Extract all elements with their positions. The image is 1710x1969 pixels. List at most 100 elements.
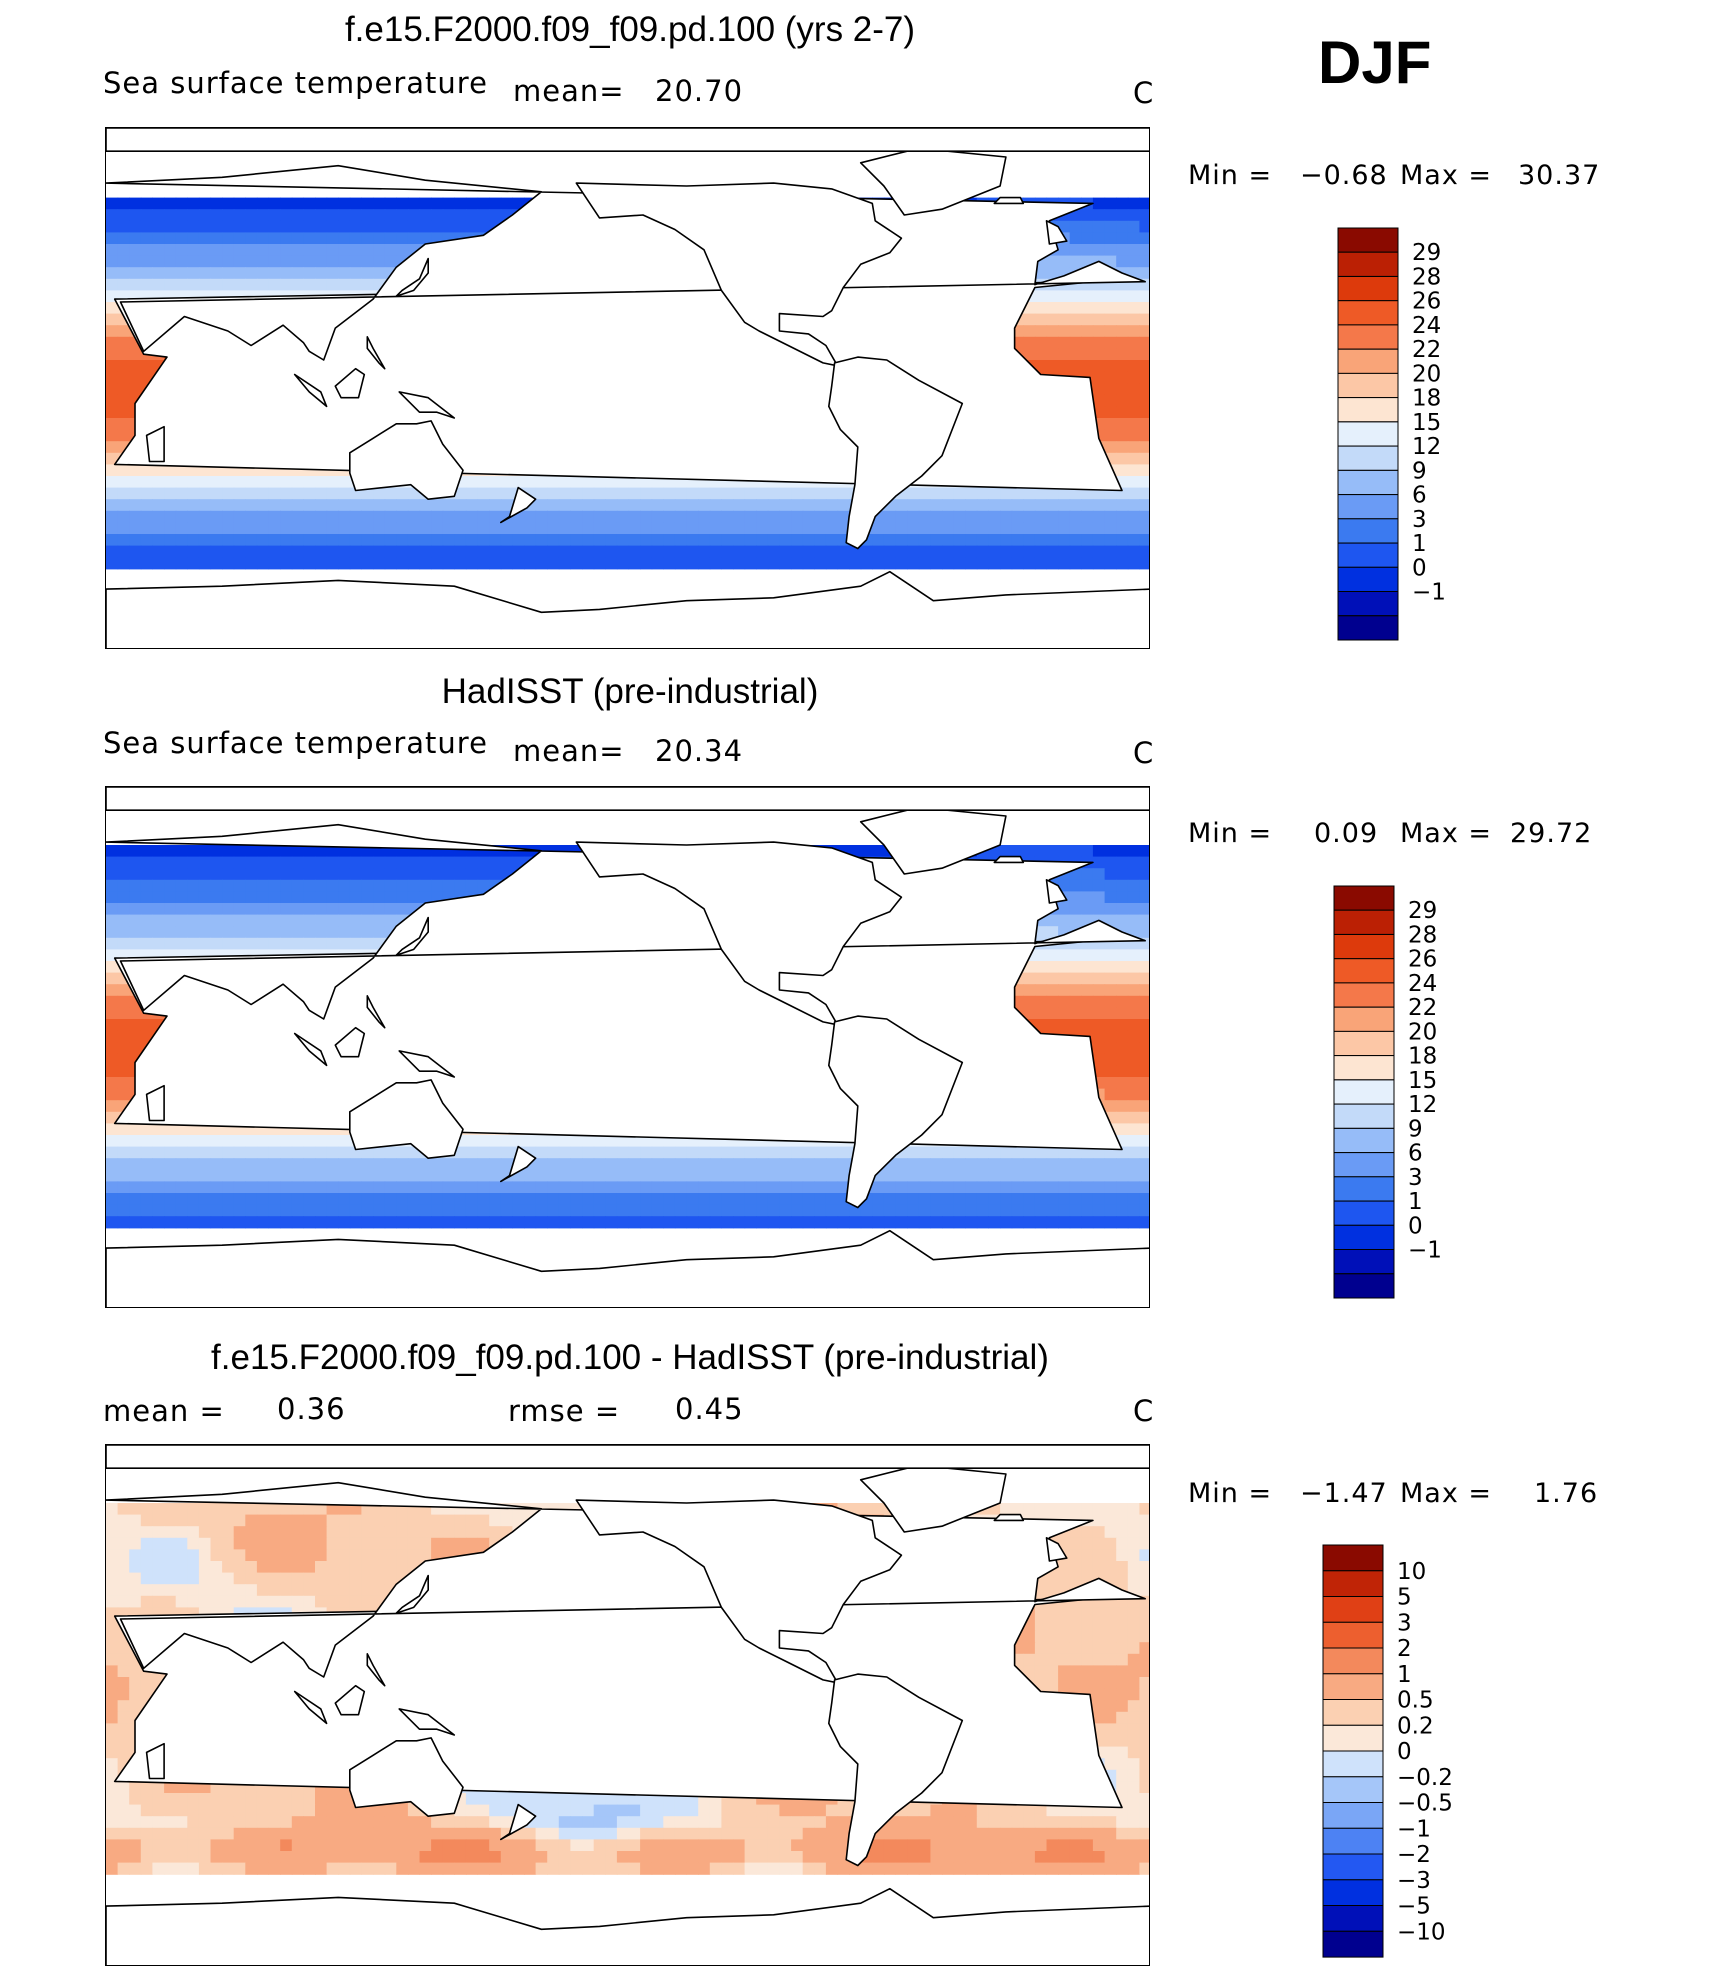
sst-cell [907,510,920,523]
sst-cell [895,545,908,558]
sst-cell [489,522,502,535]
sst-cell [152,278,165,291]
sst-cell [1116,510,1129,523]
sst-cell [465,557,479,570]
sst-cell [593,522,606,535]
sst-cell [558,510,571,523]
sst-cell [767,499,780,512]
sst-cell [396,499,409,512]
sst-cell [106,232,119,245]
sst-cell [918,510,931,523]
sst-cell [1127,522,1140,535]
sst-cell [814,522,827,535]
sst-cell [686,510,699,523]
landmass-madagascar [145,425,165,463]
sst-cell [303,557,316,570]
sst-cell [152,557,165,570]
sst-cell [152,845,165,858]
sst-cell [1023,499,1036,512]
sst-cell [384,232,397,245]
sst-cell [558,499,571,512]
sst-cell [500,197,513,210]
sst-cell [106,476,119,489]
sst-cell [1116,220,1129,233]
sst-cell [465,534,479,547]
sst-cell [303,937,316,950]
sst-cell [1104,1100,1117,1113]
sst-cell [129,267,142,280]
sst-cell [361,891,374,904]
sst-cell [1139,371,1149,384]
sst-cell [129,534,142,547]
sst-cell [291,209,304,222]
sst-cell [570,534,583,547]
sst-cell [1081,984,1094,997]
sst-cell [152,197,165,210]
sst-cell [791,534,804,547]
sst-cell [326,868,339,881]
sst-cell [524,545,537,558]
sst-cell [117,232,130,245]
sst-cell [1046,313,1059,326]
sst-cell [407,209,421,222]
sst-cell [1139,557,1149,570]
sst-cell [245,499,258,512]
sst-cell [489,868,502,881]
sst-cell [233,557,246,570]
sst-cell [779,534,792,547]
sst-cell [140,244,153,257]
sst-cell [1116,429,1129,442]
sst-cell [361,545,374,558]
sst-cell [245,845,258,858]
panel1-max-value: 30.37 [1518,160,1601,191]
sst-cell [640,487,653,500]
sst-cell [721,499,734,512]
sst-cell [918,522,931,535]
sst-cell [117,534,130,547]
sst-cell [396,209,409,222]
sst-cell [338,232,351,245]
sst-cell [1127,336,1140,349]
sst-cell [407,220,421,233]
sst-cell [198,868,212,881]
sst-cell [1069,903,1082,916]
sst-cell [454,868,467,881]
sst-cell [129,1030,142,1043]
sst-cell [106,360,119,373]
sst-cell [698,534,711,547]
sst-cell [791,557,804,570]
sst-cell [1046,984,1059,997]
sst-cell [547,545,560,558]
sst-cell [338,903,351,916]
sst-cell [256,522,270,535]
sst-cell [1104,209,1117,222]
sst-cell [733,534,746,547]
sst-cell [825,510,839,523]
sst-cell [1081,903,1094,916]
sst-cell [1104,429,1117,442]
sst-cell [152,487,165,500]
sst-cell [582,557,595,570]
sst-cell [106,984,119,997]
sst-cell [814,534,827,547]
sst-cell [187,856,200,869]
sst-cell [187,476,200,489]
sst-cell [651,534,664,547]
sst-cell [326,903,339,916]
sst-cell [1116,545,1129,558]
sst-cell [1081,891,1094,904]
sst-cell [198,209,212,222]
sst-cell [535,522,548,535]
sst-cell [175,255,188,268]
sst-cell [802,487,815,500]
sst-cell [1104,302,1117,315]
sst-cell [291,476,304,489]
sst-cell [1069,879,1082,892]
sst-cell [349,557,362,570]
sst-cell [233,856,246,869]
sst-cell [1104,984,1117,997]
sst-cell [1116,209,1129,222]
sst-cell [1092,394,1106,407]
sst-cell [454,856,467,869]
sst-cell [245,545,258,558]
